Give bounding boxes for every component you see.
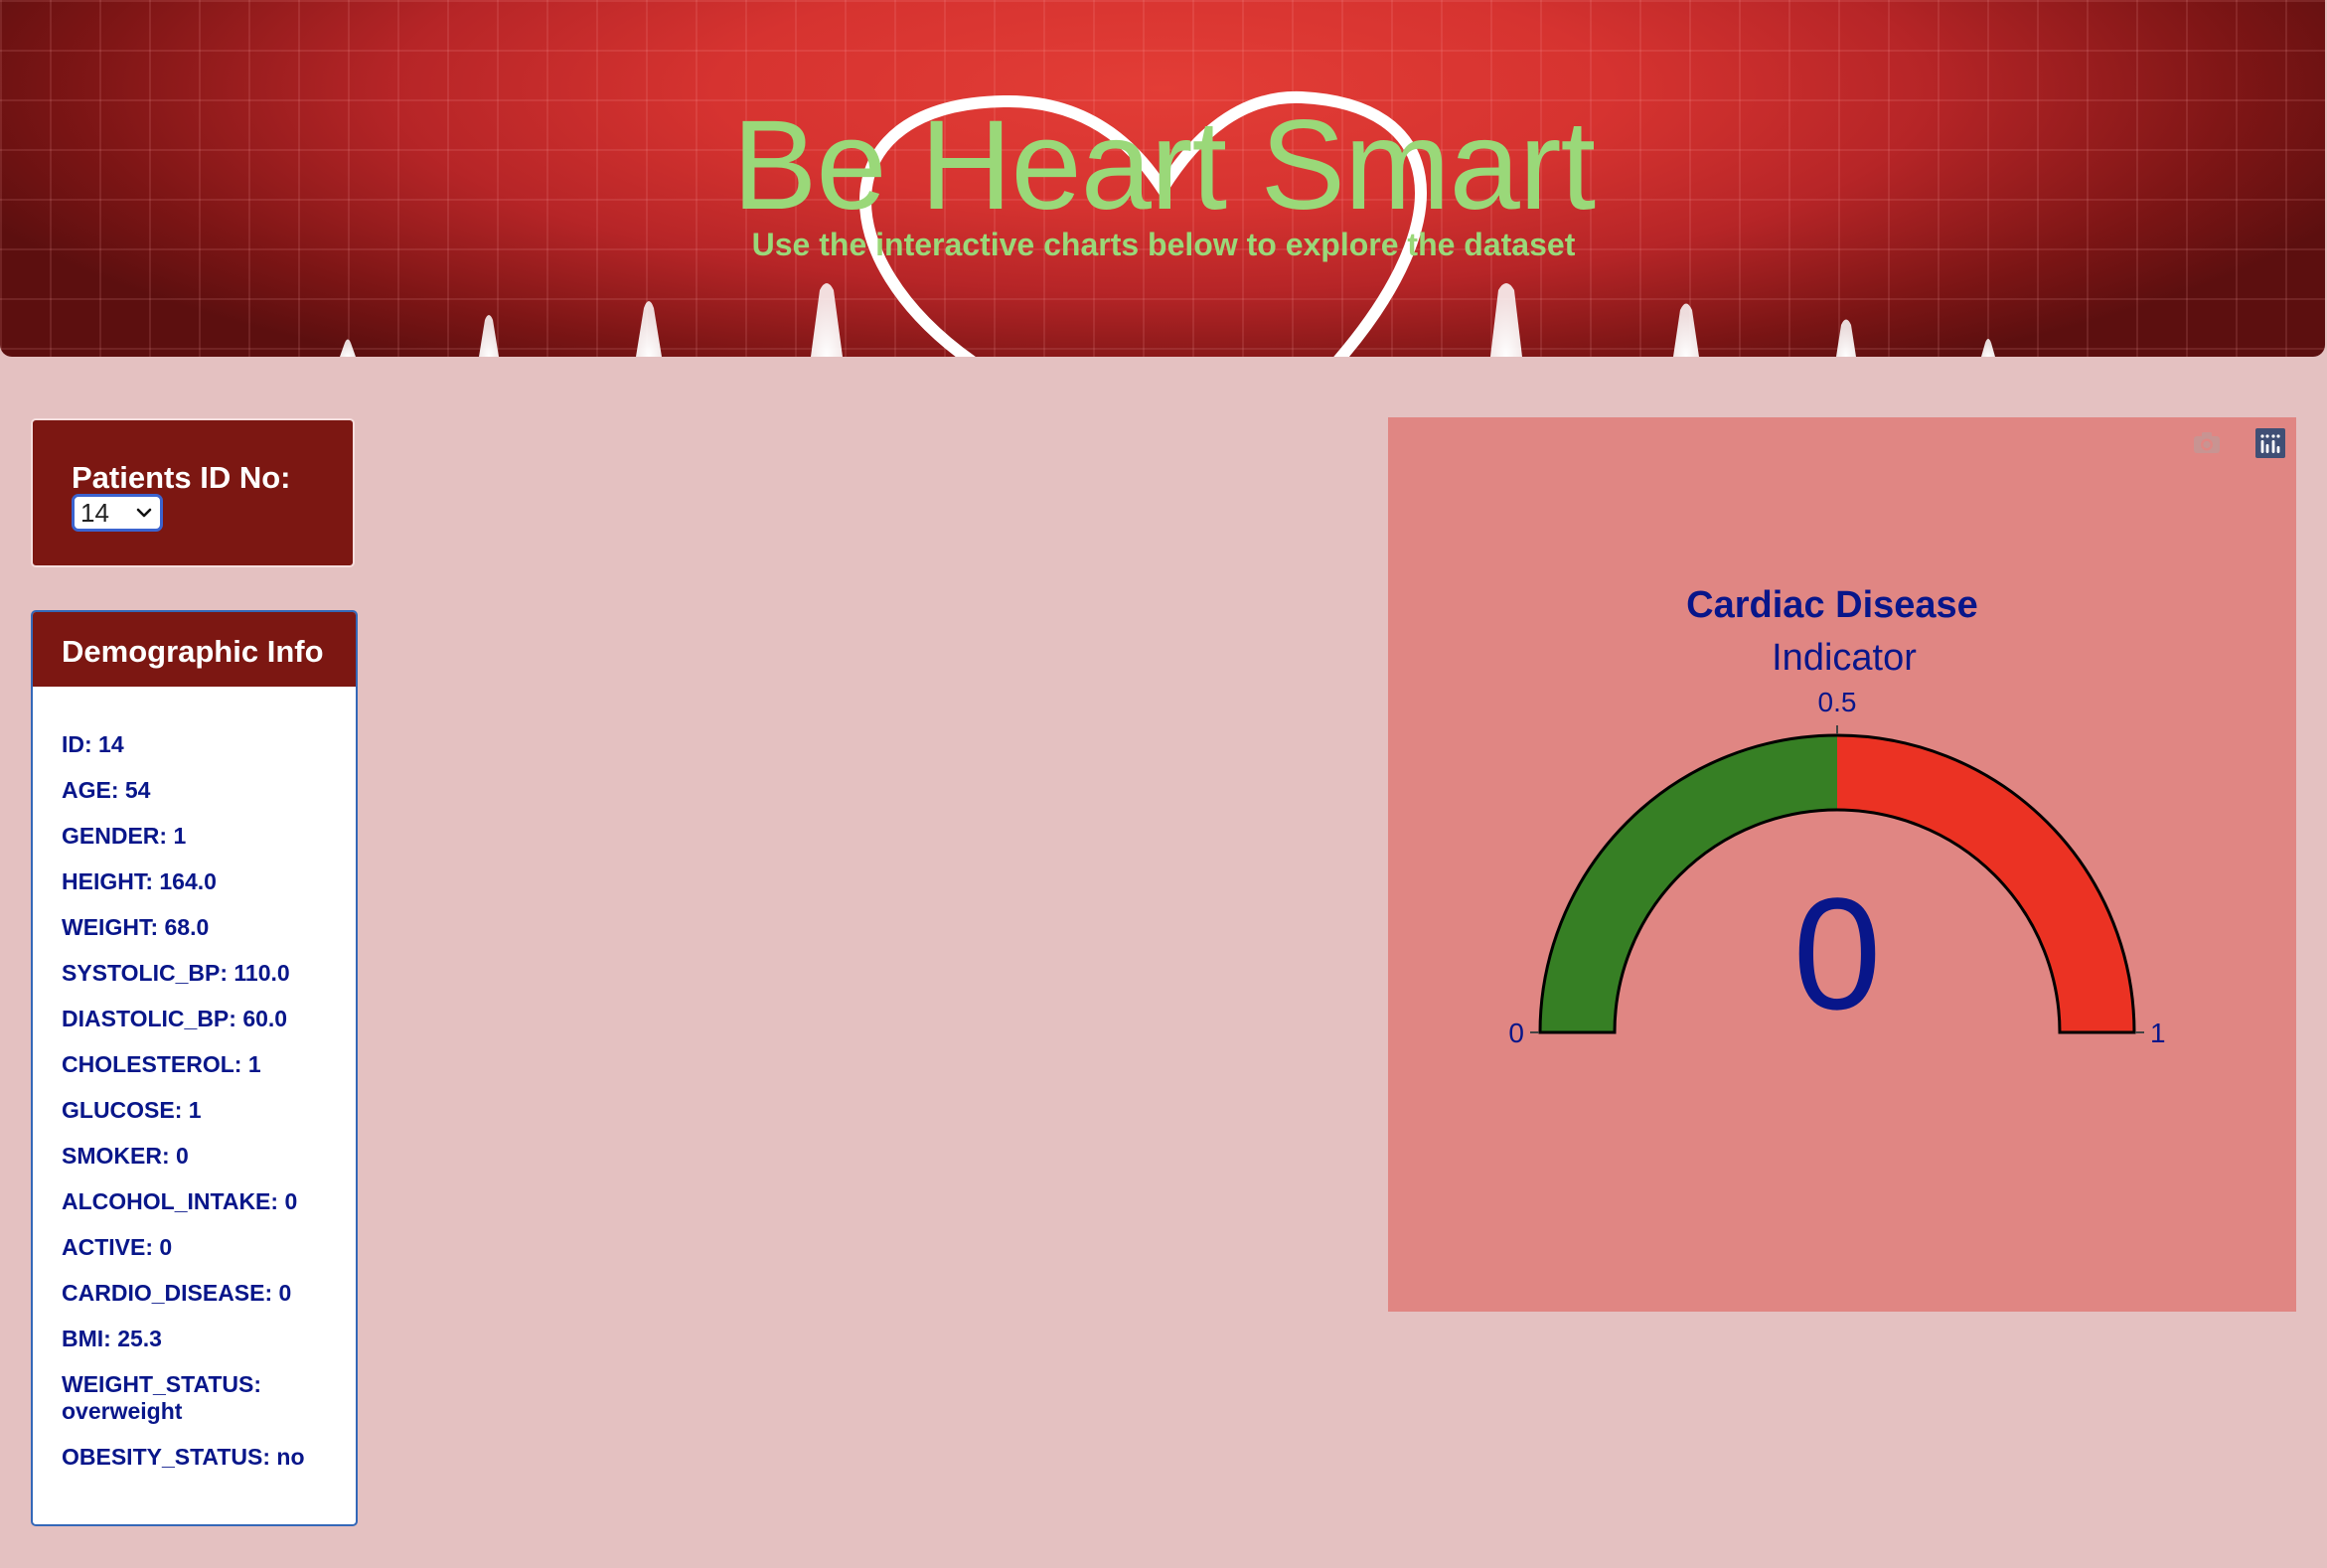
- demographic-item: SMOKER: 0: [62, 1143, 189, 1169]
- demographic-item: OBESITY_STATUS: no: [62, 1444, 305, 1470]
- demographic-item: HEIGHT: 164.0: [62, 868, 217, 894]
- gauge-tick-label: 0.5: [1818, 687, 1857, 717]
- cardiac-disease-gauge-chart: Cardiac Disease Indicator 0 0.5 1 0: [1388, 417, 2296, 1312]
- gauge-value: 0: [1793, 864, 1882, 1042]
- gauge-svg: Cardiac Disease Indicator 0 0.5 1 0: [1508, 584, 2166, 1048]
- patient-id-card: Patients ID No: 14: [31, 418, 355, 567]
- demographic-item: ALCOHOL_INTAKE: 0: [62, 1188, 298, 1214]
- demographic-info-title: Demographic Info: [33, 612, 356, 687]
- gauge-title: Cardiac Disease: [1686, 584, 1978, 626]
- gauge-step-2: [1837, 735, 2134, 1032]
- demographic-item: AGE: 54: [62, 777, 151, 803]
- plot-modebar: [2191, 427, 2286, 459]
- gauge-tick-label: 1: [2150, 1018, 2166, 1048]
- demographic-info-list: ID: 14 AGE: 54 GENDER: 1 HEIGHT: 164.0 WEIGH…: [33, 687, 356, 1471]
- demographic-item: DIASTOLIC_BP: 60.0: [62, 1006, 288, 1031]
- heartbeat-heart-illustration: [340, 90, 1995, 357]
- heart-outline-icon: [859, 90, 1427, 357]
- gauge-tick-label: 0: [1508, 1018, 1524, 1048]
- patient-id-label: Patients ID No:: [72, 460, 291, 495]
- demographic-item: ACTIVE: 0: [62, 1234, 173, 1260]
- gauge-step-1: [1540, 735, 1837, 1032]
- demographic-item: BMI: 25.3: [62, 1326, 162, 1351]
- ecg-spikes: [340, 283, 1995, 357]
- demographic-item: GENDER: 1: [62, 823, 187, 849]
- chevron-down-icon: [136, 508, 152, 518]
- header-banner: Be Heart Smart Use the interactive chart…: [0, 0, 2325, 357]
- demographic-item: GLUCOSE: 1: [62, 1097, 202, 1123]
- demographic-item: SYSTOLIC_BP: 110.0: [62, 960, 290, 986]
- demographic-item: CHOLESTEROL: 1: [62, 1051, 261, 1077]
- demographic-item: ID: 14: [62, 731, 124, 757]
- gauge-outline: [1538, 733, 2136, 1034]
- demographic-item: WEIGHT_STATUS: overweight: [62, 1371, 262, 1424]
- patient-id-dropdown[interactable]: 14: [72, 494, 163, 532]
- patient-id-selected-value: 14: [80, 498, 109, 528]
- demographic-info-panel: Demographic Info ID: 14 AGE: 54 GENDER: 1 H…: [31, 610, 358, 1526]
- demographic-item: WEIGHT: 68.0: [62, 914, 210, 940]
- page-subtitle: Use the interactive charts below to expl…: [751, 227, 1576, 262]
- plotly-logo-icon[interactable]: [2254, 427, 2286, 459]
- gauge-subtitle: Indicator: [1772, 637, 1917, 679]
- page-title: Be Heart Smart: [731, 94, 1596, 236]
- demographic-item: CARDIO_DISEASE: 0: [62, 1280, 292, 1306]
- camera-icon[interactable]: [2191, 427, 2223, 459]
